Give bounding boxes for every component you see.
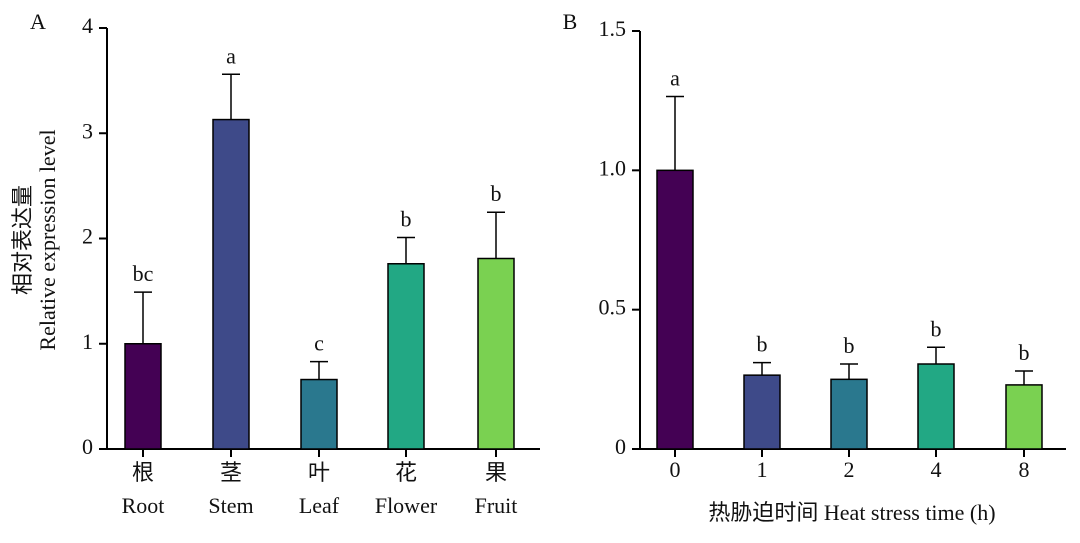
y-tick-label: 0.5 [599,295,627,320]
x-tick-label: 1 [757,457,768,482]
significance-letter: b [844,333,855,358]
x-tick-label-en: Leaf [299,493,340,518]
significance-letter: a [226,43,236,68]
y-tick-label: 1.5 [599,16,627,41]
significance-letter: b [491,181,502,206]
y-tick-label: 4 [82,13,93,38]
x-tick-label-en: Stem [208,493,253,518]
bar [387,263,425,450]
y-axis-label: Relative expression level [35,129,60,350]
bar [830,378,868,450]
significance-letter: a [670,66,680,91]
x-tick-label: 茎 [220,460,242,485]
x-tick-label-en: Root [122,493,165,518]
y-tick-label: 3 [82,118,93,143]
x-tick-label: 叶 [308,460,330,485]
x-axis-label: 热胁迫时间 Heat stress time (h) [708,500,995,525]
y-tick-label: 0 [615,434,626,459]
bar [212,118,250,450]
significance-letter: c [314,331,324,356]
x-tick-label: 0 [670,457,681,482]
y-tick-label: 1 [82,329,93,354]
bar [917,363,955,450]
panel-label: A [30,9,46,34]
bar [656,169,694,450]
significance-letter: b [1019,340,1030,365]
x-tick-label: 根 [132,460,154,485]
bar [743,374,781,450]
bar [1005,384,1043,450]
x-tick-label-en: Flower [375,493,438,518]
y-tick-label: 1.0 [599,155,627,180]
panel-label: B [563,9,578,34]
significance-letter: b [757,332,768,357]
bar [477,257,515,450]
y-axis-label: 相对表达量 [10,185,35,295]
bar [300,378,338,450]
x-tick-label: 4 [931,457,942,482]
x-tick-label: 2 [844,457,855,482]
x-tick-label: 果 [485,460,507,485]
x-tick-label: 花 [395,460,417,485]
significance-letter: b [931,316,942,341]
significance-letter: b [401,206,412,231]
bar [124,343,162,450]
y-tick-label: 2 [82,224,93,249]
significance-letter: bc [133,261,154,286]
x-tick-label-en: Fruit [475,493,518,518]
x-tick-label: 8 [1019,457,1030,482]
y-tick-label: 0 [82,434,93,459]
